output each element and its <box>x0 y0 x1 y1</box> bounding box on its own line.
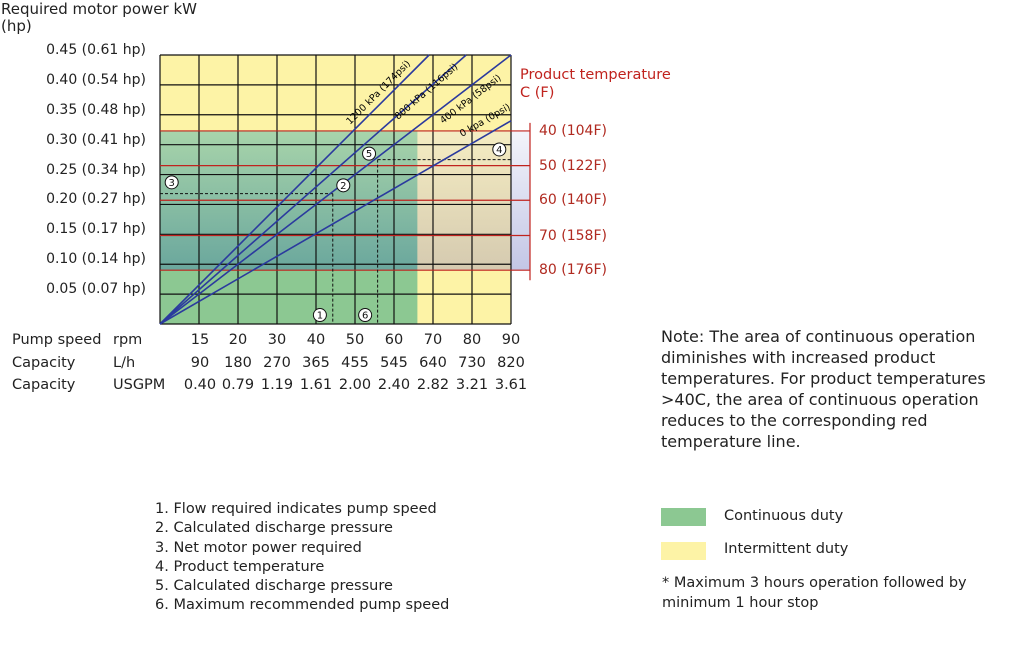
step-marker-circle <box>336 178 351 193</box>
step-marker-number: 4 <box>496 145 502 156</box>
footnote: * Maximum 3 hours operation followed by … <box>662 575 967 611</box>
step-marker-circle <box>164 175 179 190</box>
step-marker-circle <box>492 142 507 157</box>
x-table-cell: 640 <box>419 354 447 371</box>
note-text: Note: The area of continuous operation d… <box>661 327 986 451</box>
y-tick-label: 0.05 (0.07 hp) <box>46 281 146 298</box>
y-tick-label: 0.20 (0.27 hp) <box>46 191 146 208</box>
step-marker-circle <box>312 308 327 323</box>
step-5: 5. Calculated discharge pressure <box>155 578 393 595</box>
steps-list: 1. Flow required indicates pump speed 2.… <box>155 500 449 616</box>
step-2: 2. Calculated discharge pressure <box>155 520 393 537</box>
step-3: 3. Net motor power required <box>155 539 362 556</box>
x-table-cell: 30 <box>267 332 287 348</box>
temperature-axis-title: Product temperature C (F) <box>520 67 671 101</box>
x-table-cell: 90 <box>501 332 521 348</box>
step-marker-circle <box>362 146 377 161</box>
x-table-cell: 60 <box>384 332 404 348</box>
x-table-cell: 730 <box>458 354 486 371</box>
x-table-cell: 3.21 <box>455 377 489 393</box>
temperature-tick-label: 40 (104F) <box>539 122 607 139</box>
step-marker-number: 1 <box>317 311 323 322</box>
x-table-cell: 0.40 <box>183 377 217 393</box>
x-table-cell: 15 <box>190 332 210 348</box>
row-label: Pump speed <box>12 332 102 348</box>
x-table-cell: 2.00 <box>338 377 372 393</box>
step-4: 4. Product temperature <box>155 558 325 575</box>
legend-label-continuous: Continuous duty <box>724 508 844 524</box>
pressure-line <box>159 54 467 325</box>
x-table-cell: 90 <box>190 354 210 371</box>
y-tick-label: 0.45 (0.61 hp) <box>46 42 146 58</box>
row-label: Capacity <box>12 377 76 393</box>
x-table-cell: 40 <box>306 332 326 348</box>
x-table-cell: 2.40 <box>377 377 411 393</box>
legend-swatch-intermittent <box>661 542 706 560</box>
step-marker-number: 3 <box>169 178 175 189</box>
x-table-cell: 365 <box>302 354 330 371</box>
x-table-cell: 20 <box>228 332 248 348</box>
x-table-cell: 455 <box>341 354 369 371</box>
y-axis-label: Required motor power kW (hp) <box>1 0 197 35</box>
x-table-cell: 1.61 <box>299 377 333 393</box>
row-unit: USGPM <box>113 377 166 393</box>
row-unit: L/h <box>113 354 136 371</box>
x-table-cell: 80 <box>462 332 482 348</box>
row-label: Capacity <box>12 354 76 371</box>
x-table-cell: 545 <box>380 354 408 371</box>
x-table-cell: 180 <box>224 354 252 371</box>
y-tick-label: 0.35 (0.48 hp) <box>46 101 146 118</box>
step-marker-circle <box>358 308 373 323</box>
legend-swatch-continuous <box>661 508 706 526</box>
x-table-cell: 270 <box>263 354 291 371</box>
step-6: 6. Maximum recommended pump speed <box>155 597 450 614</box>
step-marker-number: 5 <box>366 149 372 160</box>
temperature-tick-label: 80 (176F) <box>539 262 607 279</box>
step-marker-number: 6 <box>362 311 368 322</box>
pressure-line <box>159 120 512 325</box>
x-table-cell: 50 <box>345 332 365 348</box>
temperature-tick-label: 50 (122F) <box>539 157 607 174</box>
step-1: 1. Flow required indicates pump speed <box>155 501 437 517</box>
y-tick-label: 0.30 (0.41 hp) <box>46 131 146 148</box>
x-table-cell: 1.19 <box>260 377 294 393</box>
pressure-line <box>159 54 512 325</box>
pressure-line <box>159 54 430 325</box>
y-tick-label: 0.10 (0.14 hp) <box>46 251 146 268</box>
x-table-cell: 0.79 <box>221 377 255 393</box>
temperature-tick-label: 60 (140F) <box>539 192 607 209</box>
legend-label-intermittent: Intermittent duty <box>724 541 849 557</box>
y-tick-label: 0.40 (0.54 hp) <box>46 71 146 88</box>
y-tick-label: 0.15 (0.17 hp) <box>46 221 146 238</box>
step-marker-number: 2 <box>340 181 346 192</box>
x-table-cell: 820 <box>497 354 525 371</box>
x-table-cell: 2.82 <box>416 377 450 393</box>
row-unit: rpm <box>113 332 143 348</box>
y-tick-label: 0.25 (0.34 hp) <box>46 161 146 178</box>
x-table-cell: 3.61 <box>494 377 528 393</box>
temperature-tick-label: 70 (158F) <box>539 227 607 244</box>
x-table-cell: 70 <box>423 332 443 348</box>
